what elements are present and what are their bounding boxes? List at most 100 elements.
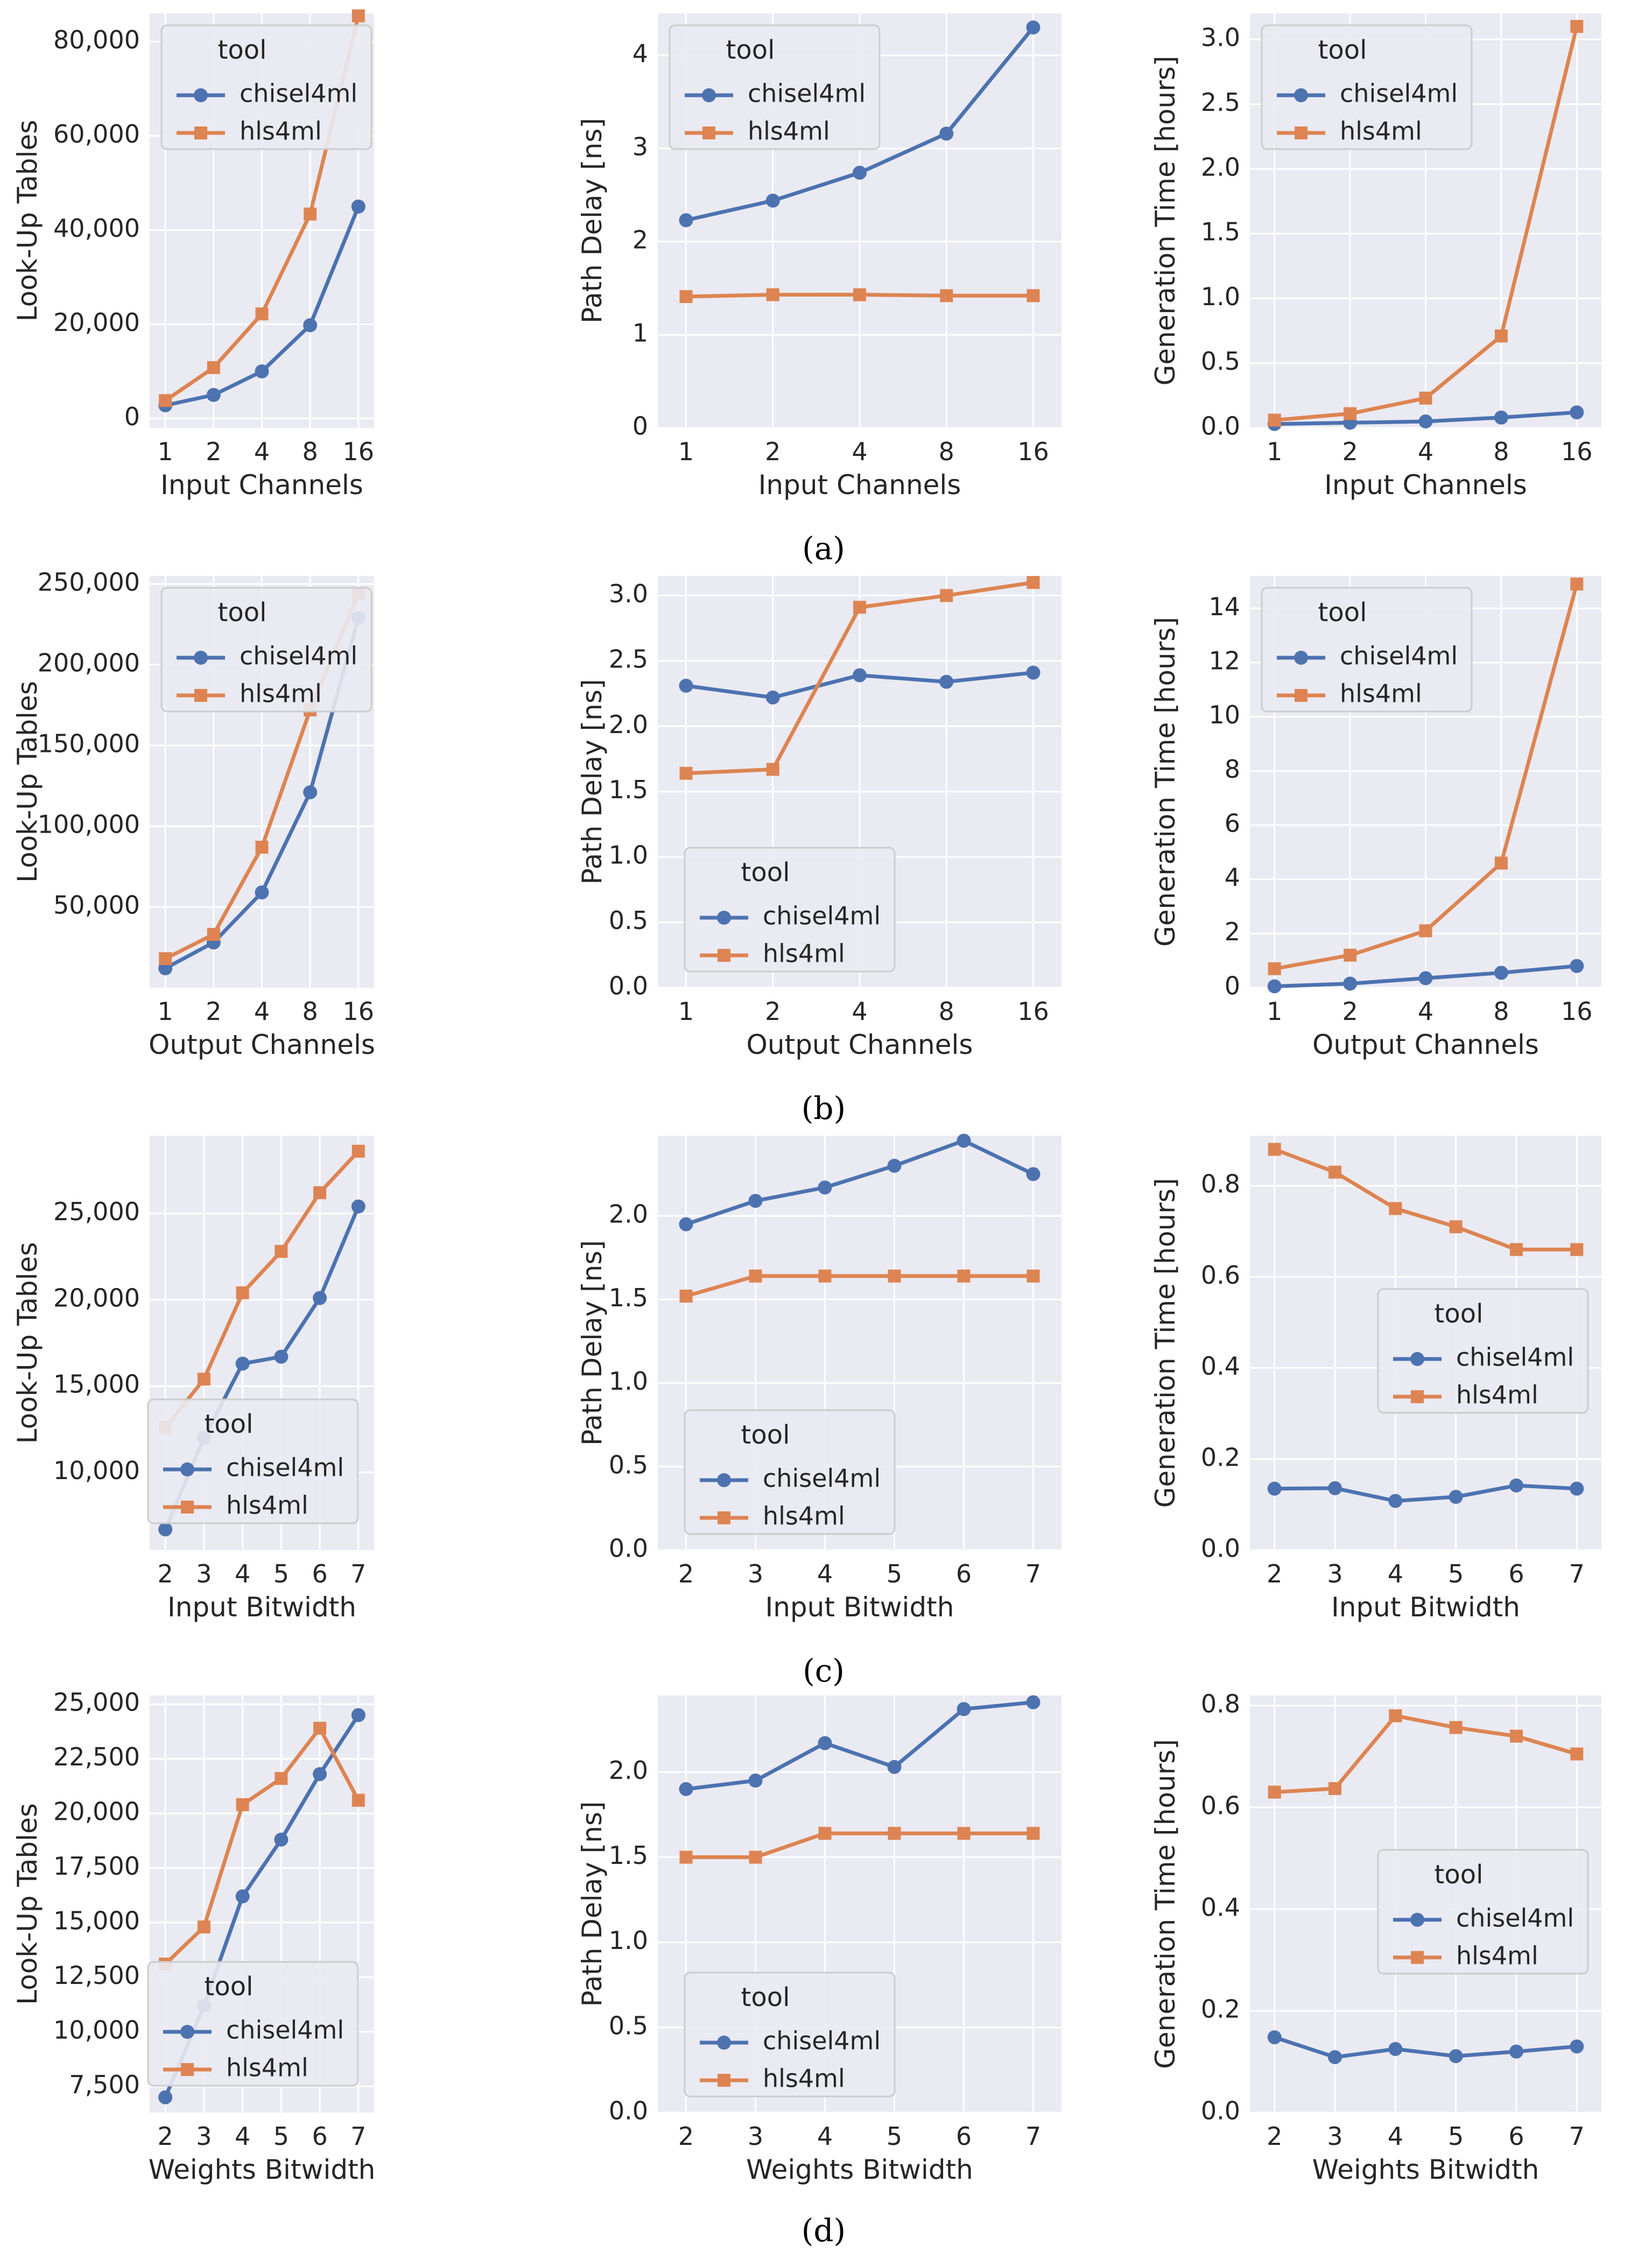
- data-point-hls4ml: [888, 1827, 901, 1840]
- data-point-hls4ml: [957, 1269, 971, 1283]
- legend-label: chisel4ml: [1340, 79, 1458, 108]
- legend-label: chisel4ml: [1456, 1342, 1574, 1371]
- data-point-chisel4ml: [1267, 2030, 1282, 2045]
- data-point-chisel4ml: [1328, 1481, 1342, 1495]
- data-point-hls4ml: [1570, 20, 1584, 33]
- legend-frame: [684, 1972, 896, 2098]
- x-tick-label: 5: [1448, 1559, 1464, 1588]
- x-axis-label: Input Bitwidth: [1331, 1592, 1520, 1623]
- x-tick-label: 4: [254, 997, 270, 1026]
- x-tick-label: 6: [956, 2122, 972, 2151]
- legend-marker: [180, 2025, 194, 2039]
- legend-label: hls4ml: [763, 939, 845, 968]
- y-tick-label: 1.0: [609, 841, 648, 870]
- x-tick-label: 7: [1025, 2122, 1041, 2151]
- data-point-hls4ml: [1027, 289, 1040, 302]
- data-point-hls4ml: [679, 1290, 693, 1303]
- x-tick-label: 7: [1569, 2122, 1585, 2151]
- y-tick-label: 1.5: [609, 775, 648, 804]
- legend-label: chisel4ml: [226, 2016, 344, 2045]
- data-point-hls4ml: [1268, 962, 1281, 975]
- legend-frame: [684, 1409, 896, 1535]
- data-point-hls4ml: [1389, 1202, 1402, 1215]
- data-point-chisel4ml: [818, 1736, 832, 1750]
- legend-title: tool: [205, 1409, 254, 1439]
- legend-title: tool: [741, 1982, 790, 2012]
- x-tick-label: 8: [303, 437, 318, 466]
- data-point-hls4ml: [766, 763, 779, 776]
- data-point-chisel4ml: [939, 674, 954, 689]
- data-point-hls4ml: [207, 928, 220, 941]
- legend: tool chisel4ml hls4ml: [1261, 587, 1473, 713]
- y-tick-label: 40,000: [53, 214, 140, 243]
- x-axis-label: Output Channels: [1312, 1029, 1539, 1060]
- data-point-chisel4ml: [818, 1180, 832, 1195]
- legend-frame: [1261, 24, 1473, 150]
- legend-frame: [1261, 587, 1473, 713]
- x-tick-label: 3: [748, 1559, 763, 1588]
- data-point-chisel4ml: [274, 1832, 289, 1847]
- x-axis-label: Weights Bitwidth: [746, 2154, 973, 2185]
- data-point-hls4ml: [236, 1798, 249, 1811]
- data-point-chisel4ml: [235, 1356, 250, 1371]
- legend-label: hls4ml: [763, 1502, 845, 1531]
- legend-marker: [1294, 88, 1308, 102]
- y-tick-label: 1.5: [609, 1283, 648, 1312]
- y-tick-label: 4: [1225, 863, 1240, 892]
- y-tick-label: 25,000: [53, 1688, 140, 1717]
- x-tick-label: 1: [1267, 437, 1282, 466]
- x-tick-label: 1: [678, 997, 694, 1026]
- x-tick-label: 1: [678, 437, 694, 466]
- chart-c2: 0.0 0.5 1.0 1.5 2.0 2 3 4 5 6 7 Input Bitwidth Path …: [577, 1134, 1062, 1623]
- x-tick-label: 4: [1388, 2122, 1403, 2151]
- y-tick-label: 250,000: [38, 568, 140, 597]
- legend-title: tool: [726, 35, 775, 65]
- data-point-hls4ml: [197, 1920, 210, 1934]
- data-point-chisel4ml: [853, 668, 867, 682]
- data-point-hls4ml: [853, 288, 866, 301]
- data-point-hls4ml: [766, 288, 779, 301]
- data-point-hls4ml: [1570, 1243, 1584, 1256]
- data-point-chisel4ml: [1343, 976, 1358, 991]
- data-point-chisel4ml: [313, 1767, 327, 1782]
- legend-label: chisel4ml: [748, 79, 866, 108]
- x-tick-label: 8: [939, 997, 954, 1026]
- data-point-chisel4ml: [748, 1194, 763, 1208]
- y-tick-label: 0.8: [1201, 1170, 1240, 1199]
- y-tick-label: 2.0: [609, 1200, 648, 1229]
- x-axis-label: Weights Bitwidth: [1312, 2154, 1539, 2185]
- data-point-chisel4ml: [1570, 1481, 1584, 1496]
- x-tick-label: 4: [235, 2122, 250, 2151]
- x-axis-label: Input Channels: [1324, 469, 1527, 501]
- data-point-chisel4ml: [853, 165, 867, 180]
- legend-label: hls4ml: [1456, 1941, 1538, 1970]
- legend-frame: [147, 1961, 359, 2087]
- y-axis-label: Look-Up Tables: [12, 681, 43, 883]
- data-point-hls4ml: [1494, 856, 1508, 870]
- data-point-chisel4ml: [1494, 966, 1508, 980]
- y-tick-label: 80,000: [53, 25, 140, 54]
- x-tick-label: 3: [1327, 2122, 1342, 2151]
- data-point-hls4ml: [818, 1827, 832, 1840]
- legend-label: hls4ml: [1456, 1380, 1538, 1409]
- data-point-chisel4ml: [1267, 1481, 1282, 1496]
- data-point-chisel4ml: [158, 2090, 173, 2105]
- data-point-hls4ml: [1027, 1827, 1040, 1840]
- legend-title: tool: [1318, 35, 1367, 65]
- legend-title: tool: [741, 1420, 790, 1450]
- data-point-chisel4ml: [679, 1217, 693, 1231]
- legend: tool chisel4ml hls4ml: [684, 1972, 896, 2098]
- y-tick-label: 50,000: [53, 891, 140, 920]
- legend: tool chisel4ml hls4ml: [160, 24, 372, 150]
- data-point-chisel4ml: [1570, 405, 1584, 420]
- y-axis-label: Look-Up Tables: [12, 1242, 43, 1444]
- legend-marker: [717, 1473, 731, 1487]
- y-tick-label: 0.4: [1201, 1892, 1240, 1922]
- y-tick-label: 15,000: [53, 1906, 140, 1935]
- legend-label: hls4ml: [240, 117, 322, 146]
- y-tick-label: 0.6: [1201, 1791, 1240, 1820]
- y-tick-label: 2: [632, 225, 648, 254]
- series-line-hls4ml: [1274, 1148, 1577, 1252]
- y-tick-label: 0.0: [609, 1534, 648, 1563]
